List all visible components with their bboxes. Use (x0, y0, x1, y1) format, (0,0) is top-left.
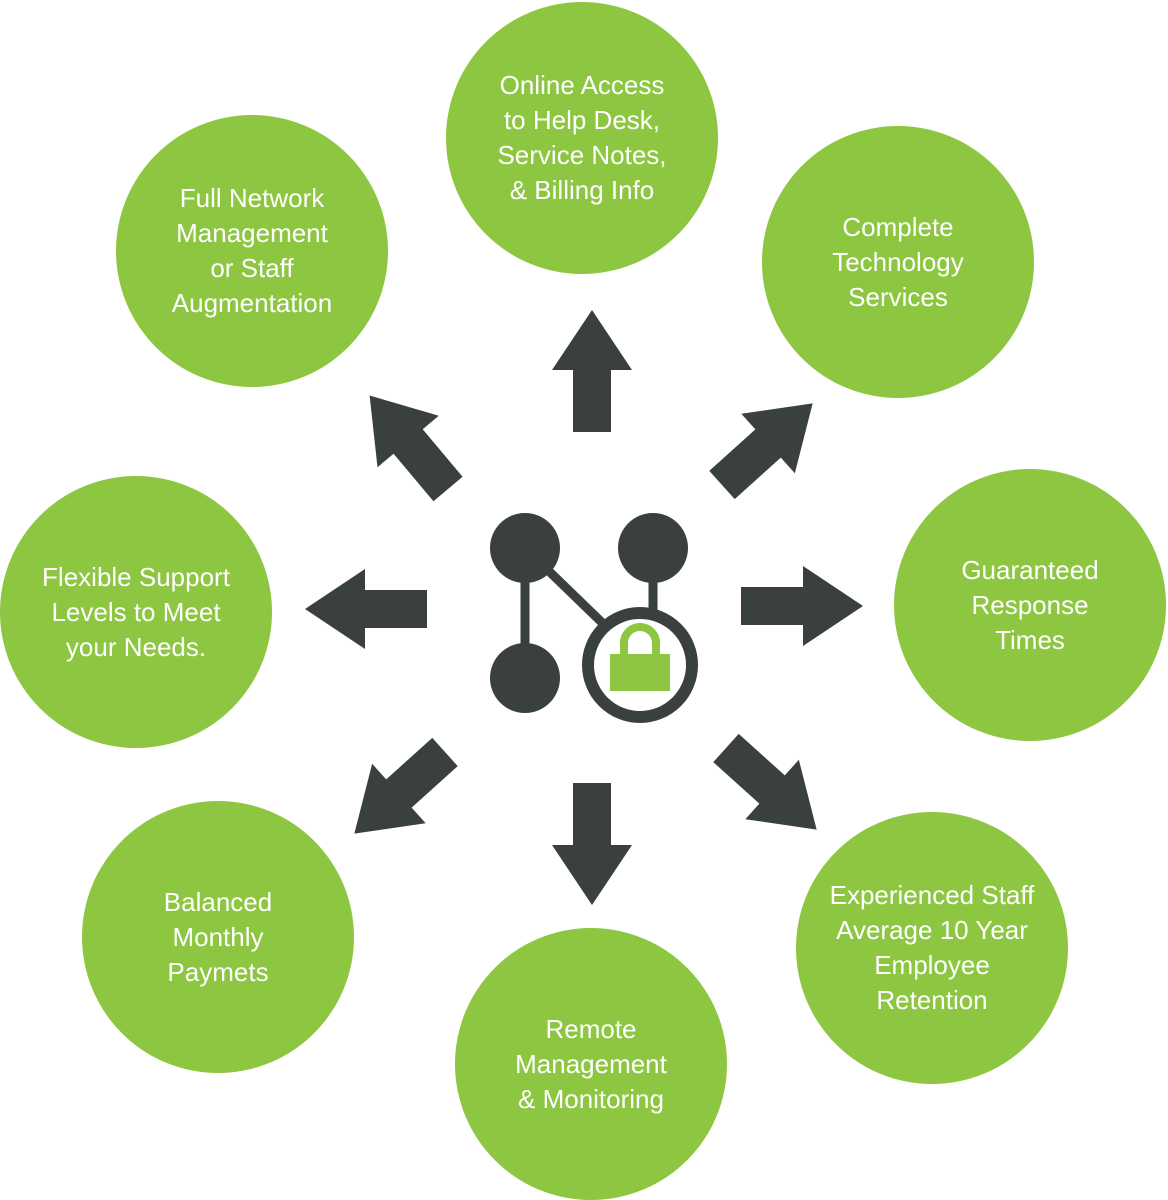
lock-icon (610, 623, 670, 691)
arrow-down-left (327, 722, 472, 864)
benefit-guaranteed-response: Guaranteed Response Times (894, 469, 1166, 741)
benefit-complete-technology: Complete Technology Services (762, 126, 1034, 398)
arrow-up-right (695, 373, 840, 515)
benefit-remote-management: Remote Management & Monitoring (455, 928, 727, 1200)
arrow-right (741, 566, 863, 646)
benefit-guaranteed-response-text: Guaranteed Response Times (961, 554, 1099, 655)
benefit-flexible-support: Flexible Support Levels to Meet your Nee… (0, 476, 272, 748)
benefit-experienced-staff: Experienced Staff Average 10 Year Employ… (796, 812, 1068, 1084)
benefit-balanced-payments: Balanced Monthly Paymets (82, 801, 354, 1073)
benefit-flexible-support-text: Flexible Support Levels to Meet your Nee… (42, 561, 230, 662)
benefit-online-access: Online Access to Help Desk, Service Note… (446, 2, 718, 274)
benefit-balanced-payments-text: Balanced Monthly Paymets (163, 886, 273, 987)
arrow-up (552, 310, 632, 432)
benefit-experienced-staff-text: Experienced Staff Average 10 Year Employ… (829, 880, 1035, 1015)
benefit-online-access-text: Online Access to Help Desk, Service Note… (497, 70, 667, 205)
benefit-full-network: Full Network Management or Staff Augment… (116, 115, 388, 387)
arrow-left (305, 569, 427, 649)
arrow-down (552, 783, 632, 905)
arrow-down-right (699, 718, 844, 860)
benefit-remote-management-text: Remote Management & Monitoring (515, 1013, 667, 1114)
benefit-complete-technology-text: Complete Technology Services (832, 211, 964, 312)
network-lock-icon (490, 513, 698, 723)
arrow-up-left (338, 369, 479, 515)
benefit-full-network-text: Full Network Management or Staff Augment… (171, 183, 333, 318)
